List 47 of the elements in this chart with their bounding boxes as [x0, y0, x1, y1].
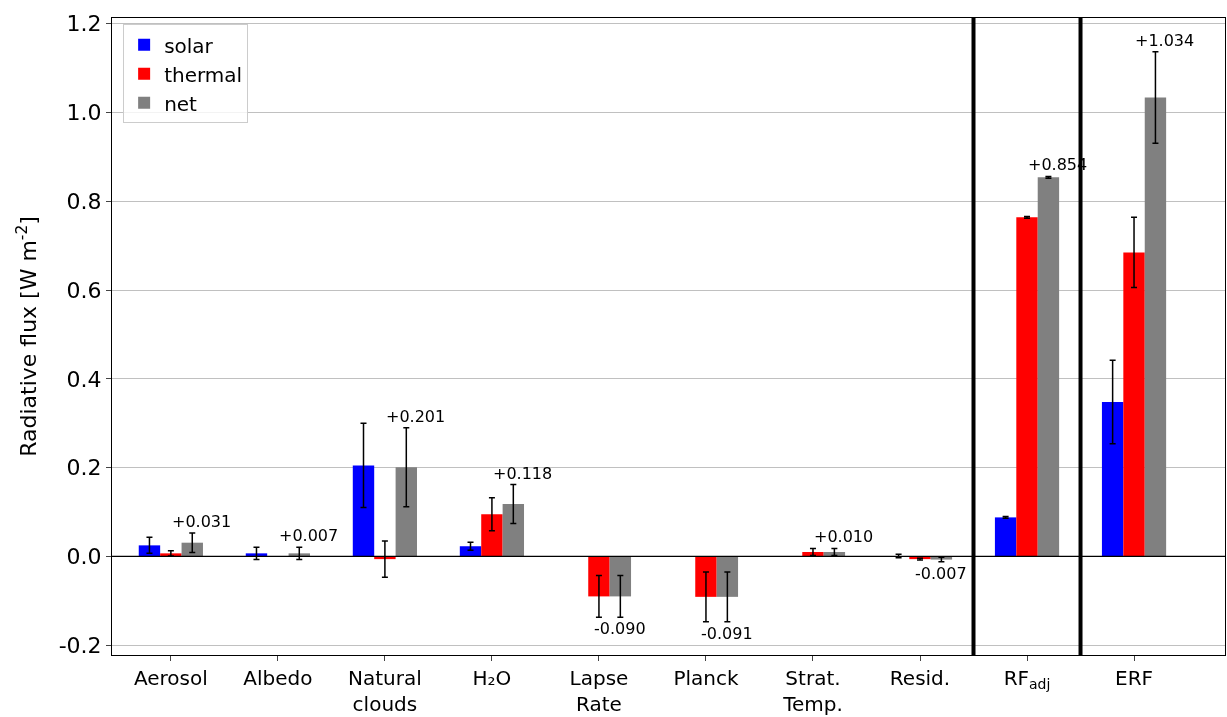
bar — [395, 467, 417, 557]
y-tick-label: 0.8 — [66, 189, 102, 215]
bar — [716, 556, 739, 597]
bar — [695, 556, 717, 597]
x-tick-label: Planck — [673, 666, 739, 690]
data-label: +1.034 — [1135, 31, 1195, 50]
data-label: +0.118 — [493, 464, 553, 483]
y-tick-label: 1.0 — [66, 100, 102, 126]
data-label: +0.031 — [172, 512, 232, 531]
bar — [352, 465, 375, 557]
y-tick-label: 0.4 — [66, 366, 102, 392]
data-label: -0.007 — [915, 564, 967, 583]
bar — [1016, 217, 1038, 557]
x-tick-label: Aerosol — [133, 666, 208, 690]
y-tick-label: 1.2 — [66, 11, 102, 37]
x-tick-label: ERF — [1115, 666, 1154, 690]
bar — [994, 517, 1017, 557]
bar — [138, 545, 161, 557]
y-tick-label: 0.0 — [66, 544, 102, 570]
x-tick-label: Albedo — [243, 666, 313, 690]
bar — [1144, 97, 1167, 557]
legend-label: solar — [164, 33, 214, 58]
x-tick-label: Natural clouds — [348, 666, 422, 716]
x-tick-label: Resid. — [889, 666, 951, 690]
x-tick-label: Strat. Temp. — [782, 666, 843, 716]
y-tick-label: 0.6 — [66, 277, 102, 303]
x-tick-label: Lapse Rate — [569, 666, 629, 716]
y-tick-label: -0.2 — [58, 632, 102, 658]
x-tick-label: H₂O — [472, 666, 512, 690]
bar — [245, 553, 268, 557]
y-tick-label: 0.2 — [66, 455, 102, 481]
bar — [481, 514, 503, 557]
bar — [1101, 401, 1124, 557]
legend-label: thermal — [164, 62, 243, 87]
bar — [1123, 252, 1145, 557]
bar — [1037, 177, 1060, 557]
bar — [288, 553, 310, 557]
data-label: -0.091 — [701, 624, 753, 643]
x-tick-label: RF$_{adj}$ — [1003, 666, 1051, 693]
data-label: -0.090 — [594, 619, 646, 638]
bar — [588, 556, 610, 597]
bar — [502, 504, 525, 557]
legend-label: net — [164, 91, 198, 116]
bar — [609, 556, 632, 597]
data-label: +0.010 — [814, 527, 874, 546]
data-label: +0.201 — [386, 407, 446, 426]
data-label: +0.007 — [279, 526, 339, 545]
